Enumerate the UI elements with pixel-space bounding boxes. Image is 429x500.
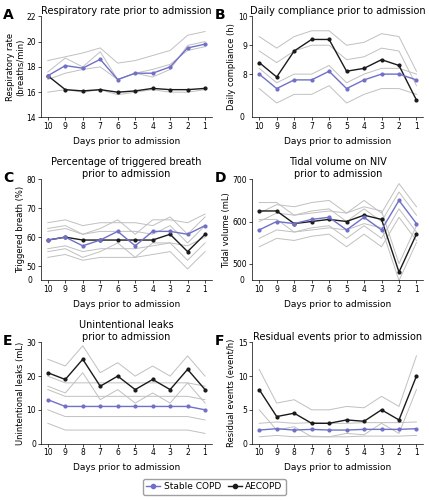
Y-axis label: Unintentional leaks (mL): Unintentional leaks (mL) xyxy=(16,342,25,444)
X-axis label: Days prior to admission: Days prior to admission xyxy=(284,300,392,309)
Legend: Stable COPD, AECOPD: Stable COPD, AECOPD xyxy=(143,479,286,495)
X-axis label: Days prior to admission: Days prior to admission xyxy=(73,137,180,146)
Title: Unintentional leaks
prior to admission: Unintentional leaks prior to admission xyxy=(79,320,174,342)
Title: Residual events prior to admission: Residual events prior to admission xyxy=(253,332,423,342)
Title: Respiratory rate prior to admission: Respiratory rate prior to admission xyxy=(41,6,212,16)
Text: D: D xyxy=(214,172,226,185)
Y-axis label: Residual events (event/h): Residual events (event/h) xyxy=(227,339,236,447)
Y-axis label: Triggered breath (%): Triggered breath (%) xyxy=(16,186,25,274)
Text: C: C xyxy=(3,172,13,185)
Text: E: E xyxy=(3,334,13,348)
Text: 0: 0 xyxy=(239,113,244,122)
Text: 0: 0 xyxy=(239,276,244,285)
Title: Daily compliance prior to admission: Daily compliance prior to admission xyxy=(250,6,426,16)
Y-axis label: Daily compliance (h): Daily compliance (h) xyxy=(227,24,236,110)
Title: Percentage of triggered breath
prior to admission: Percentage of triggered breath prior to … xyxy=(51,157,202,178)
X-axis label: Days prior to admission: Days prior to admission xyxy=(73,300,180,309)
X-axis label: Days prior to admission: Days prior to admission xyxy=(284,463,392,472)
Y-axis label: Respiratory rate
(breaths/min): Respiratory rate (breaths/min) xyxy=(6,33,25,101)
Text: F: F xyxy=(214,334,224,348)
Y-axis label: Tidal volume (mL): Tidal volume (mL) xyxy=(222,192,231,268)
Text: A: A xyxy=(3,8,14,22)
Text: B: B xyxy=(214,8,225,22)
Text: 0: 0 xyxy=(27,276,33,285)
X-axis label: Days prior to admission: Days prior to admission xyxy=(284,137,392,146)
Title: Tidal volume on NIV
prior to admission: Tidal volume on NIV prior to admission xyxy=(289,157,387,178)
X-axis label: Days prior to admission: Days prior to admission xyxy=(73,463,180,472)
